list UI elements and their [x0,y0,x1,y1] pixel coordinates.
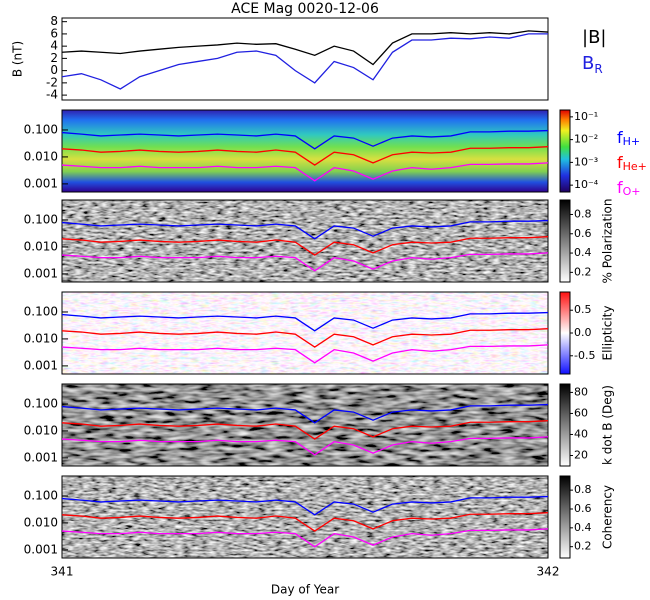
spectrogram [62,292,548,374]
spectrogram [62,476,548,558]
colorbar-tick-label: 10⁻¹ [574,110,598,123]
colorbar-label: Ellipticity [601,306,615,361]
series-line [62,252,548,272]
colorbar-label: % Polarization [601,199,615,284]
spectrogram [62,384,548,466]
legend-name: B [582,53,594,74]
series-line [62,162,548,182]
y-tick-label: 6 [50,26,58,40]
series-line [62,344,548,364]
colorbar-tick-label: 80 [574,385,588,398]
colorbar-tick-label: 0.6 [574,227,592,240]
x-tick-label: 341 [51,565,74,579]
series-line [62,146,548,166]
spectrogram [62,200,548,282]
y-tick-label: -4 [46,88,58,102]
y-tick-label: 0.010 [24,239,58,253]
colorbar-tick-label: 60 [574,406,588,419]
legend-entry: fH+ [617,128,640,149]
legend-entry: BR [582,53,603,76]
y-tick-label: 0.001 [24,542,58,556]
chart-title: ACE Mag 0020-12-06 [231,1,379,17]
legend-subscript: H+ [623,135,641,148]
legend-subscript: O+ [623,185,641,198]
y-tick-label: 8 [50,14,58,28]
colorbar [559,383,571,467]
spectrogram [62,110,548,192]
colorbar-label: k dot B (Deg) [601,385,615,465]
colorbar-tick-label: -0.5 [574,349,595,362]
colorbar [559,109,571,193]
y-tick-label: 0 [50,63,58,77]
colorbar-tick-label: 0.4 [574,246,592,259]
legend-name: f [617,128,623,147]
legend-name: f [617,153,623,172]
y-axis-label: B (nT) [11,41,25,77]
series-line [62,495,548,516]
series-line [62,420,548,440]
plot-frame [61,291,549,375]
x-tick-label: 342 [537,565,560,579]
series-line [62,33,548,90]
y-tick-label: 0.100 [24,396,58,410]
y-tick-label: 0.100 [24,304,58,318]
legend-entry: |B| [582,27,606,48]
y-tick-label: 0.001 [24,358,58,372]
colorbar [559,199,571,283]
y-tick-label: 2 [50,51,58,65]
colorbar-tick-label: 0.2 [574,265,592,278]
colorbar-tick-label: 0.8 [574,483,592,496]
colorbar-tick-label: 10⁻² [574,133,598,146]
y-tick-label: 0.001 [24,266,58,280]
legend-entry: fHe+ [617,153,647,174]
colorbar-tick-label: 10⁻⁴ [574,178,599,191]
plot-frame [61,199,549,283]
plot-frame [61,17,549,101]
y-tick-label: -2 [46,75,58,89]
y-tick-label: 0.010 [24,149,58,163]
colorbar-tick-label: 40 [574,427,588,440]
legend-subscript: R [594,62,602,76]
colorbar-tick-label: 0.6 [574,502,592,515]
y-tick-label: 0.001 [24,176,58,190]
series-line [62,30,548,66]
series-line [62,436,548,456]
plot-frame [61,109,549,193]
series-line [62,512,548,532]
colorbar-tick-label: 10⁻³ [574,155,598,168]
series-line [62,219,548,240]
y-tick-label: 0.010 [24,515,58,529]
plot-frame [61,475,549,559]
colorbar-tick-label: 0.5 [574,303,592,316]
colorbar-tick-label: 20 [574,448,588,461]
y-tick-label: 0.001 [24,450,58,464]
colorbar [559,291,571,375]
y-tick-label: 0.100 [24,122,58,136]
legend-entry: fO+ [617,178,641,199]
series-line [62,403,548,424]
x-axis-label: Day of Year [271,583,339,597]
colorbar-tick-label: 0.0 [574,326,592,339]
legend-name: f [617,178,623,197]
y-tick-label: 0.010 [24,331,58,345]
legend-name: |B| [582,27,606,48]
colorbar-label: Coherency [601,485,615,549]
series-line [62,328,548,348]
series-line [62,129,548,150]
series-line [62,528,548,548]
colorbar-tick-label: 0.2 [574,540,592,553]
plot-frame [61,383,549,467]
colorbar [559,475,571,559]
y-tick-label: 0.100 [24,212,58,226]
y-tick-label: 0.010 [24,423,58,437]
series-line [62,311,548,332]
y-tick-label: 0.100 [24,488,58,502]
legend-subscript: He+ [623,160,647,173]
colorbar-tick-label: 0.8 [574,207,592,220]
colorbar-tick-label: 0.4 [574,521,592,534]
series-line [62,236,548,256]
y-tick-label: 4 [50,39,58,53]
